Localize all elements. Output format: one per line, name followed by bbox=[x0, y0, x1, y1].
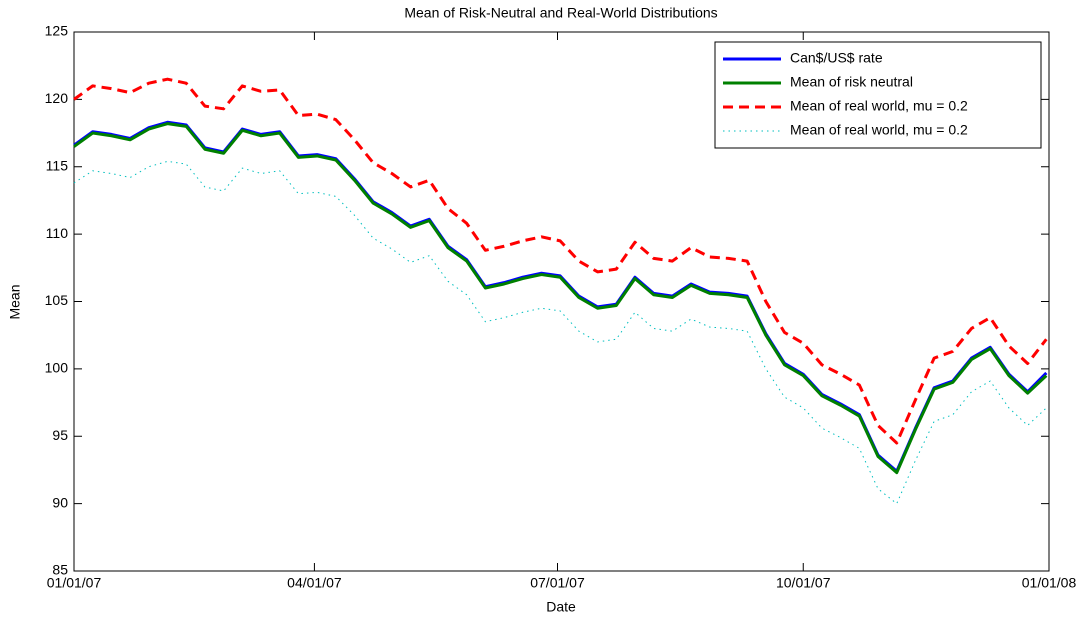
legend-label: Mean of risk neutral bbox=[790, 74, 913, 90]
series-line bbox=[73, 77, 1048, 445]
x-tick-label: 07/01/07 bbox=[530, 575, 585, 591]
y-tick-label: 115 bbox=[46, 157, 69, 173]
legend-label: Can$/US$ rate bbox=[790, 50, 883, 66]
y-axis-label: Mean bbox=[7, 284, 23, 319]
series-line bbox=[73, 122, 1048, 475]
y-tick-label: 85 bbox=[52, 562, 68, 578]
x-axis-label: Date bbox=[546, 599, 576, 615]
x-tick-label: 04/01/07 bbox=[287, 575, 342, 591]
y-tick-label: 125 bbox=[45, 23, 69, 39]
y-tick-label: 95 bbox=[52, 427, 68, 443]
legend-label: Mean of real world, mu = 0.2 bbox=[790, 122, 968, 138]
x-tick-label: 01/01/07 bbox=[47, 575, 102, 591]
y-tick-label: 120 bbox=[45, 90, 69, 106]
x-tick-label: 10/01/07 bbox=[776, 575, 831, 591]
series-line bbox=[73, 160, 1047, 505]
chart-title: Mean of Risk-Neutral and Real-World Dist… bbox=[404, 5, 717, 21]
y-tick-label: 90 bbox=[52, 494, 68, 510]
y-tick-label: 110 bbox=[46, 225, 69, 241]
x-tick-label: 01/01/08 bbox=[1022, 575, 1077, 591]
y-tick-label: 105 bbox=[45, 292, 69, 308]
legend-label: Mean of real world, mu = 0.2 bbox=[790, 98, 968, 114]
y-tick-label: 100 bbox=[45, 360, 69, 376]
